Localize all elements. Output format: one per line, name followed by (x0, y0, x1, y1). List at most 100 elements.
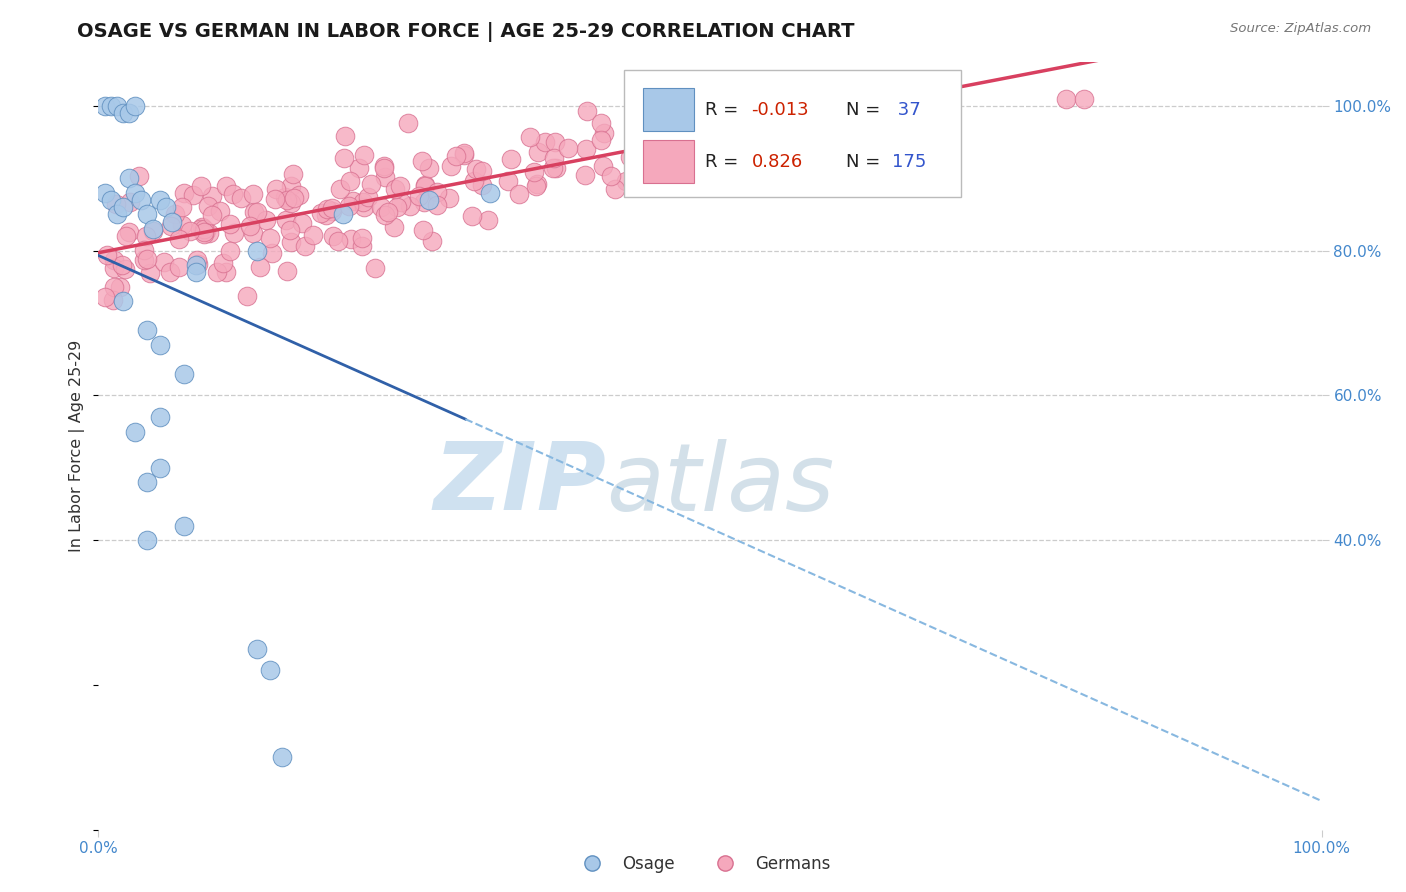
Point (197, 199, 219, 213)
Point (128, 169, 150, 184)
Point (111, 200, 134, 214)
Point (353, 200, 375, 214)
Point (464, 162, 486, 177)
Text: atlas: atlas (606, 439, 834, 530)
Text: ZIP: ZIP (433, 438, 606, 531)
Point (576, 103, 599, 118)
Point (411, 154, 433, 169)
Point (619, 151, 641, 165)
Point (138, 267, 160, 281)
Point (496, 174, 519, 188)
Point (332, 151, 354, 165)
Point (321, 202, 343, 216)
Point (364, 261, 387, 276)
Point (264, 192, 287, 206)
Point (827, 92, 849, 106)
Point (197, 226, 219, 240)
Point (160, 214, 183, 228)
Point (205, 264, 228, 278)
Point (557, 141, 579, 155)
Point (471, 178, 494, 193)
Point (342, 194, 364, 208)
Point (391, 194, 413, 209)
Point (103, 279, 125, 293)
Point (408, 189, 430, 203)
Point (135, 229, 157, 244)
Point (477, 213, 499, 227)
Point (575, 143, 598, 157)
Point (526, 145, 548, 160)
Point (749, 112, 772, 126)
Point (453, 146, 475, 161)
Text: 0.826: 0.826 (752, 153, 803, 171)
Point (328, 235, 350, 249)
Point (132, 252, 155, 267)
Point (315, 208, 337, 222)
Point (335, 128, 357, 143)
Point (418, 161, 440, 175)
Point (321, 204, 343, 219)
Point (357, 190, 380, 204)
Point (190, 178, 212, 193)
Point (288, 188, 311, 202)
Point (170, 218, 193, 232)
Point (280, 235, 302, 249)
Point (638, 122, 661, 136)
Point (173, 367, 195, 381)
Point (136, 207, 159, 221)
Text: N =: N = (846, 101, 886, 119)
Point (426, 185, 449, 199)
Point (173, 186, 195, 200)
Point (412, 194, 434, 209)
Point (186, 265, 208, 279)
Point (302, 228, 325, 243)
Point (1054, 92, 1077, 106)
Point (283, 167, 305, 181)
Point (118, 106, 141, 120)
Point (136, 475, 159, 490)
Point (426, 197, 449, 211)
Text: N =: N = (846, 153, 886, 171)
Point (93, 186, 115, 200)
Point (259, 231, 281, 245)
Point (159, 219, 181, 233)
Point (322, 229, 344, 244)
Point (215, 179, 238, 194)
Point (420, 235, 443, 249)
Point (294, 239, 316, 253)
Text: -0.013: -0.013 (752, 101, 810, 119)
Point (218, 218, 240, 232)
Point (208, 204, 231, 219)
Point (242, 205, 264, 219)
Point (105, 99, 128, 113)
Point (132, 243, 155, 257)
Point (136, 323, 159, 337)
Point (501, 152, 523, 166)
Point (186, 252, 208, 267)
Point (239, 219, 262, 233)
Point (221, 187, 243, 202)
Point (212, 256, 235, 270)
Point (471, 164, 494, 178)
FancyBboxPatch shape (643, 88, 695, 131)
FancyBboxPatch shape (624, 70, 960, 197)
Point (863, 92, 886, 106)
Point (605, 182, 627, 196)
Point (242, 226, 264, 240)
Point (508, 187, 530, 202)
Point (270, 750, 294, 764)
Point (875, 92, 897, 106)
Point (280, 196, 302, 211)
Point (862, 92, 884, 106)
Point (1073, 92, 1095, 106)
Point (373, 161, 395, 176)
Point (834, 92, 856, 106)
Point (339, 174, 361, 188)
Text: R =: R = (706, 153, 744, 171)
Point (463, 173, 485, 187)
Point (574, 168, 596, 182)
Point (524, 178, 547, 193)
Point (124, 99, 146, 113)
Point (418, 193, 440, 207)
Point (309, 206, 332, 220)
